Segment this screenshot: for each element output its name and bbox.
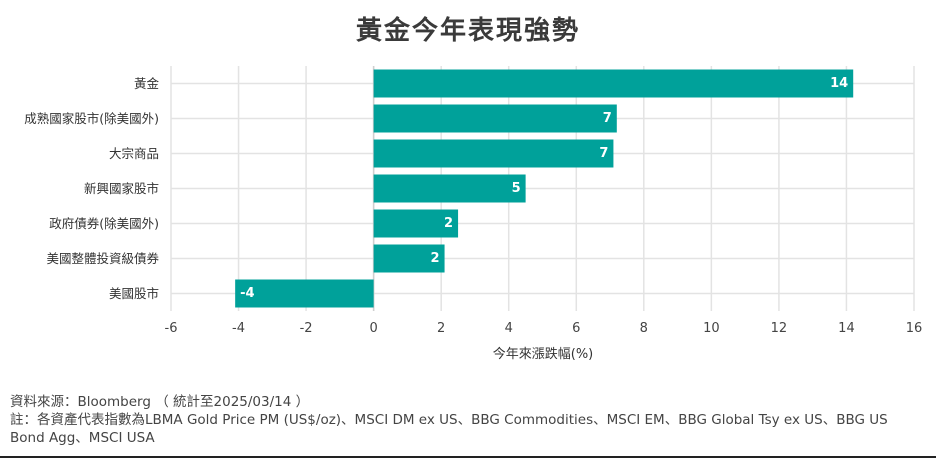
index-note: 註：各資產代表指數為LBMA Gold Price PM (US$/oz)、MS… — [10, 412, 888, 446]
x-tick-label: 0 — [369, 321, 377, 336]
category-label: 黃金 — [134, 76, 160, 91]
category-label: 大宗商品 — [109, 146, 159, 161]
data-label: -4 — [240, 286, 254, 301]
gridlines — [170, 66, 915, 311]
x-tick-label: 10 — [703, 321, 720, 336]
bottom-rule — [0, 456, 936, 458]
bar — [373, 209, 459, 238]
x-tick-label: 2 — [437, 321, 445, 336]
bar — [373, 69, 854, 98]
x-tick-label: 16 — [906, 321, 923, 336]
bar — [235, 279, 374, 308]
data-label: 7 — [603, 111, 612, 126]
category-label: 政府債券(除美國外) — [49, 216, 159, 231]
source-note: 資料來源：Bloomberg （ 統計至2025/03/14 ） — [10, 394, 310, 410]
category-label: 成熟國家股市(除美國外) — [24, 111, 159, 126]
x-tick-label: 4 — [505, 321, 513, 336]
bar — [373, 104, 617, 133]
category-label: 美國股市 — [109, 286, 159, 301]
bar — [373, 244, 445, 273]
bar — [373, 139, 614, 168]
x-tick-label: 6 — [572, 321, 580, 336]
data-label: 2 — [444, 216, 453, 231]
chart-title: 黃金今年表現強勢 — [355, 16, 580, 46]
footnotes: 資料來源：Bloomberg （ 統計至2025/03/14 ） 註：各資產代表… — [10, 393, 926, 447]
x-tick-label: 12 — [771, 321, 788, 336]
data-label: 7 — [599, 146, 608, 161]
x-tick-label: 8 — [640, 321, 648, 336]
bars: 14 7 7 5 2 2 -4 — [235, 69, 854, 308]
data-label: 2 — [431, 251, 440, 266]
x-tick-labels: -6 -4 -2 0 2 4 6 8 10 12 14 16 — [165, 321, 923, 336]
x-axis-title: 今年來漲跌幅(%) — [493, 346, 594, 362]
data-label: 14 — [830, 76, 848, 91]
x-tick-label: -4 — [232, 321, 245, 336]
x-tick-label: 14 — [838, 321, 855, 336]
x-tick-label: -6 — [165, 321, 178, 336]
data-label: 5 — [512, 181, 521, 196]
bar — [373, 174, 526, 203]
x-tick-label: -2 — [300, 321, 313, 336]
category-label: 美國整體投資級債券 — [46, 251, 159, 266]
category-label: 新興國家股市 — [84, 181, 159, 196]
